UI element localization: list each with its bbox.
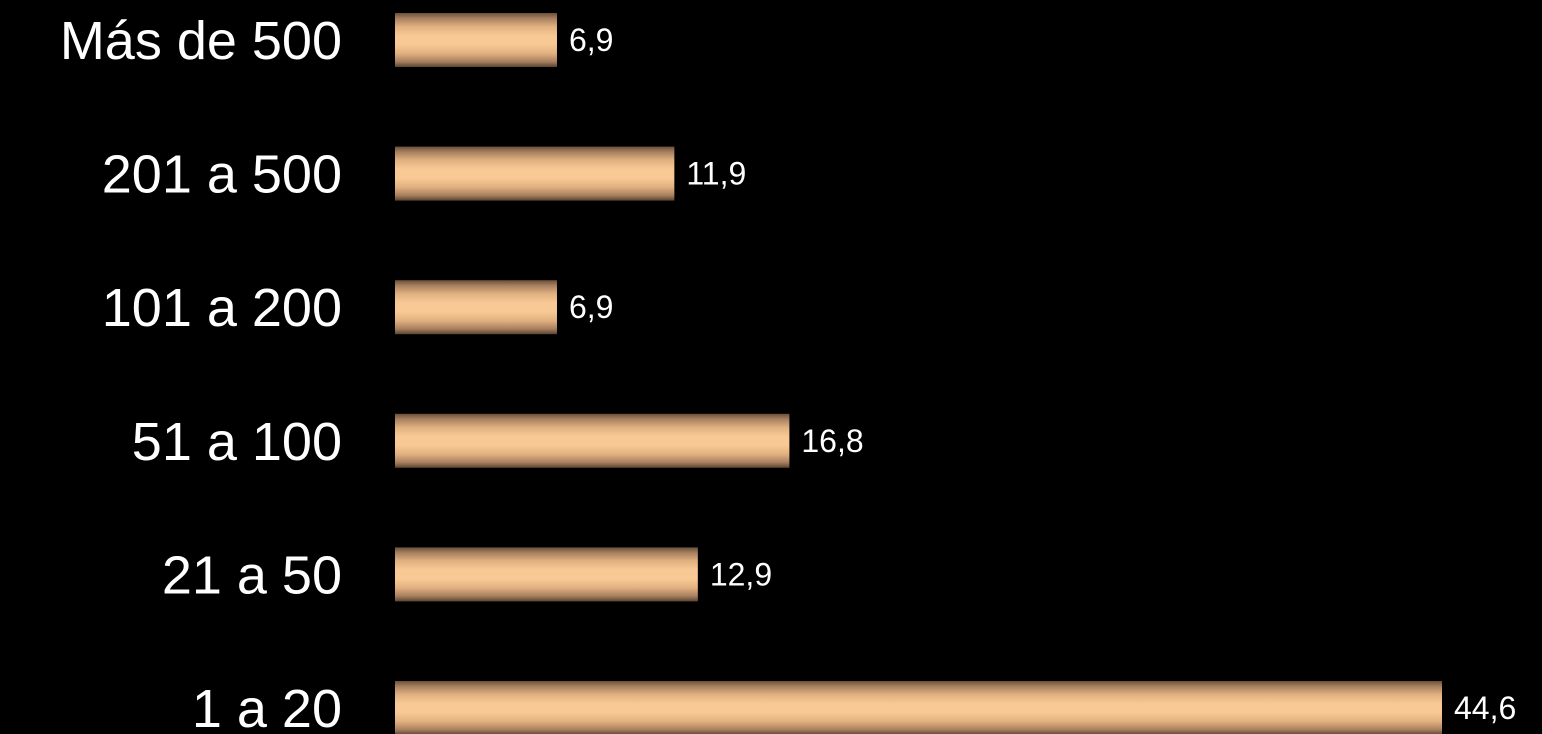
bar	[395, 13, 557, 67]
category-label: 201 a 500	[102, 145, 342, 205]
value-label: 16,8	[801, 423, 863, 459]
value-label: 44,6	[1454, 690, 1516, 726]
bar	[395, 280, 557, 335]
category-label: Más de 500	[60, 11, 342, 71]
category-label: 21 a 50	[162, 545, 342, 605]
category-label: 101 a 200	[102, 278, 342, 338]
value-label: 11,9	[686, 156, 746, 192]
category-label: 1 a 20	[192, 679, 342, 734]
value-label: 12,9	[710, 556, 772, 592]
bar	[395, 413, 790, 468]
category-label: 51 a 100	[132, 412, 342, 472]
value-label: 6,9	[569, 289, 613, 325]
bar	[395, 146, 675, 201]
bar	[395, 681, 1442, 734]
bar	[395, 547, 698, 602]
value-label: 6,9	[569, 22, 613, 58]
bars-layer: Más de 500 6,9 201 a 500 11,9 101 a 200 6,9 51…	[60, 11, 1516, 734]
